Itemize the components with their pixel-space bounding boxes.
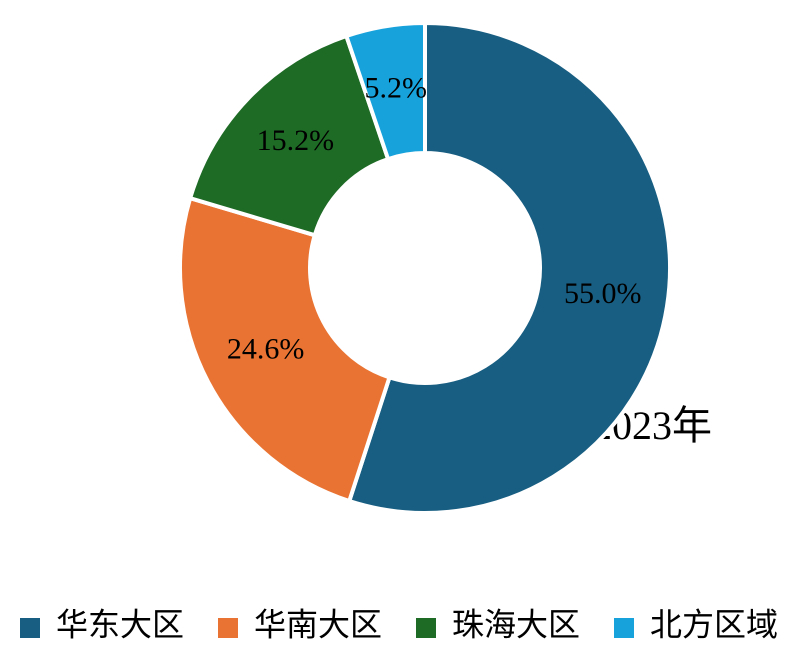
donut-slice — [178, 195, 392, 504]
legend-label: 华南大区 — [254, 606, 382, 642]
data-label: 24.6% — [227, 333, 305, 366]
donut-slice — [343, 20, 427, 162]
data-label: 15.2% — [257, 124, 335, 157]
legend-label: 珠海大区 — [452, 606, 580, 642]
legend-label: 北方区域 — [650, 606, 778, 642]
data-label: 55.0% — [564, 277, 642, 310]
donut-slice — [187, 33, 391, 238]
legend-swatch — [416, 618, 436, 638]
legend-swatch — [218, 618, 238, 638]
legend-label: 华东大区 — [56, 606, 184, 642]
data-label: 5.2% — [364, 71, 427, 104]
legend-swatch — [20, 618, 40, 638]
donut-slice — [346, 20, 672, 515]
legend-swatch — [614, 618, 634, 638]
